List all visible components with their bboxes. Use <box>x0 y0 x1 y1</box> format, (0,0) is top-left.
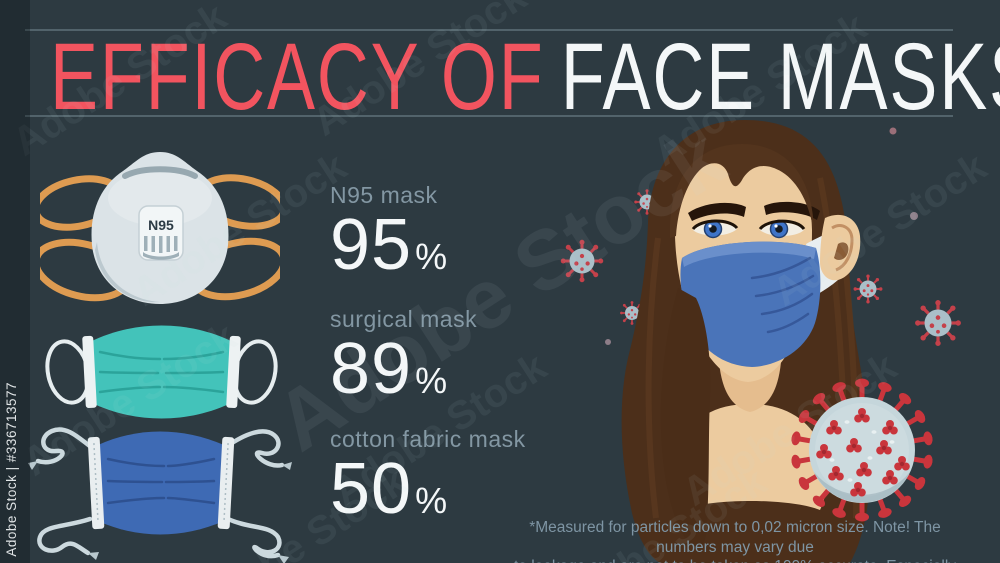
cotton-edge-bands <box>87 436 235 530</box>
cotton-mask-illustration <box>28 427 292 563</box>
cotton-tassels <box>28 461 292 563</box>
ear <box>820 214 861 281</box>
cotton-pleats <box>106 457 216 505</box>
stock-watermark-strip: Adobe Stock | #336713577 <box>0 0 30 563</box>
face-mask <box>680 241 821 367</box>
stat-surgical: surgical mask 89% <box>330 306 478 409</box>
hair-lock-front <box>660 288 711 548</box>
hair-front <box>669 144 814 238</box>
surgical-edge-bands <box>82 335 241 409</box>
stock-id-label: Adobe Stock | #336713577 <box>4 382 19 557</box>
top-divider <box>25 29 953 31</box>
stat-n95: N95 mask 95% <box>330 182 449 285</box>
title-rest: FACE MASKS <box>560 24 1000 130</box>
surgical-body <box>87 325 236 419</box>
stat-cotton: cotton fabric mask 50% <box>330 426 526 529</box>
title-highlight: EFFICACY OF <box>50 24 545 130</box>
coronavirus-icon <box>790 378 934 522</box>
stat-value: 89% <box>330 329 449 409</box>
n95-valve: N95 <box>138 205 184 261</box>
n95-mask-illustration: N95 <box>40 152 280 304</box>
woman-figure <box>621 120 871 563</box>
n95-valve-label: N95 <box>148 217 174 233</box>
woman-wearing-mask-illustration <box>559 120 963 563</box>
surgical-pleats <box>98 350 225 394</box>
stat-label: cotton fabric mask <box>330 426 526 452</box>
eyes <box>691 219 806 239</box>
stat-label: N95 mask <box>330 182 438 208</box>
cotton-tie-strings <box>35 427 285 559</box>
footnote-line: *Measured for particles down to 0,02 mic… <box>529 519 941 556</box>
chest <box>674 404 828 510</box>
stat-value: 50% <box>330 449 449 529</box>
stat-label: surgical mask <box>330 306 478 332</box>
stat-value: 95% <box>330 205 449 285</box>
title-divider <box>25 115 953 117</box>
footnote-line: to leakage and are not to be taken as 10… <box>510 557 960 563</box>
footnote: *Measured for particles down to 0,02 mic… <box>510 518 960 563</box>
eyebrows <box>688 201 820 221</box>
surgical-mask-illustration <box>45 325 278 419</box>
